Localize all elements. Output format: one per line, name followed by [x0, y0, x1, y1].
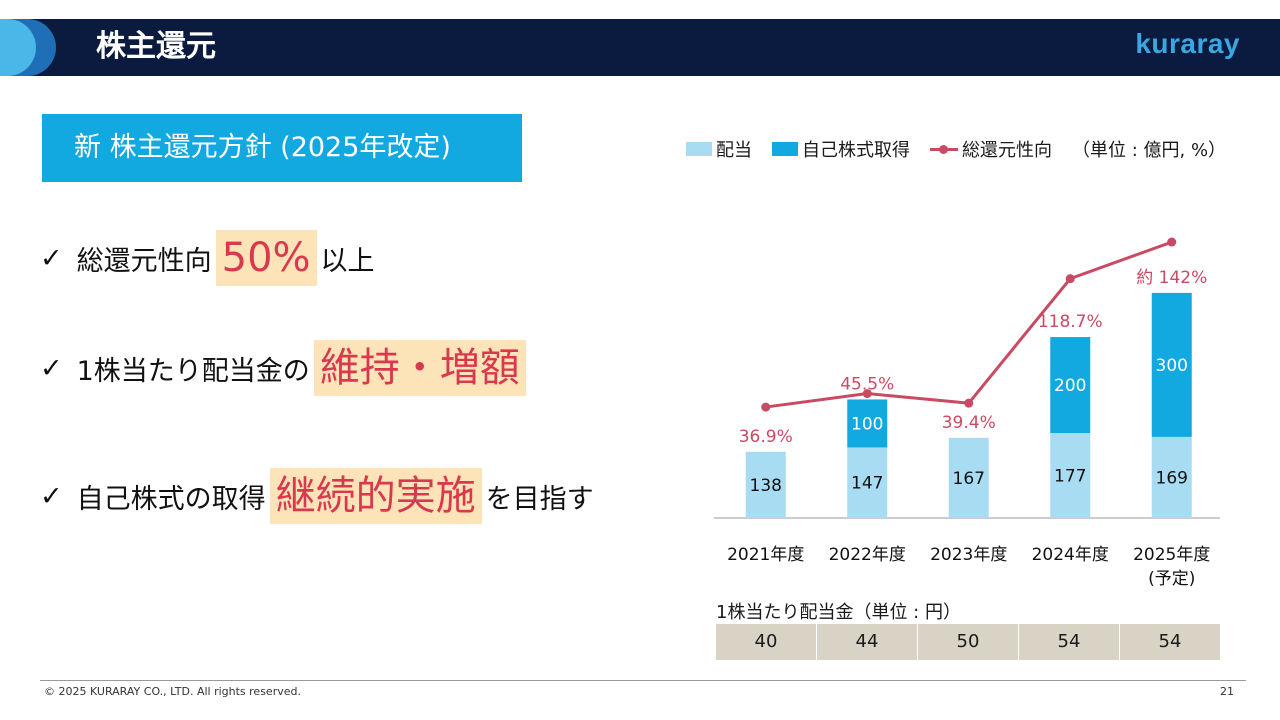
payout-ratio-point — [761, 402, 771, 412]
dps-cell: 44 — [817, 624, 918, 660]
payout-ratio-label: 約 142% — [1136, 268, 1207, 288]
page-number: 21 — [1220, 685, 1234, 698]
x-tick-label: 2022年度 — [829, 545, 906, 565]
x-tick-label: 2021年度 — [727, 545, 804, 565]
bar-buyback-label: 300 — [1156, 356, 1188, 376]
check-icon: ✓ — [40, 242, 63, 274]
bar-dividend-label: 138 — [750, 476, 782, 496]
bullet-highlight: 維持・増額 — [313, 340, 526, 396]
bar-buyback — [1151, 292, 1192, 437]
policy-title-box: 新 株主還元方針 (2025年改定) — [42, 114, 522, 182]
bar-buyback-label: 200 — [1054, 376, 1086, 396]
legend-dividend-label: 配当 — [716, 140, 752, 161]
bullet-text: 総還元性向 — [76, 245, 212, 277]
legend-buyback-label: 自己株式取得 — [802, 140, 910, 161]
header-bar: 株主還元 — [0, 19, 1280, 76]
bar-dividend — [1050, 433, 1091, 518]
payout-ratio-label: 36.9% — [739, 427, 793, 447]
payout-ratio-point — [1065, 274, 1075, 284]
dps-cell: 54 — [1120, 624, 1220, 660]
copyright: © 2025 KURARAY CO., LTD. All rights rese… — [44, 685, 301, 698]
dps-table: 40 44 50 54 54 — [716, 624, 1220, 660]
chart-legend: 配当 自己株式取得 総還元性向 （単位 : 億円, %） — [686, 136, 1226, 162]
legend-buyback-swatch — [772, 142, 798, 156]
bullet-text: 1株当たり配当金の — [76, 355, 310, 387]
legend-dividend-swatch — [686, 142, 712, 156]
bar-dividend — [847, 447, 888, 518]
bullet-text-suffix: 以上 — [320, 245, 375, 277]
bullet-text-suffix: を目指す — [485, 483, 594, 515]
check-icon: ✓ — [40, 352, 63, 384]
check-icon: ✓ — [40, 480, 63, 512]
bar-buyback — [847, 399, 888, 448]
bullet-highlight: 継続的実施 — [269, 468, 482, 524]
payout-ratio-line — [765, 240, 1173, 409]
bar-buyback-label: 100 — [851, 414, 883, 434]
dps-title: 1株当たり配当金（単位 : 円） — [716, 602, 961, 623]
bar-dividend-label: 169 — [1156, 468, 1188, 488]
legend-payout-label: 総還元性向 — [962, 140, 1052, 161]
legend-payout: 総還元性向 — [930, 136, 1052, 162]
payout-ratio-label: 39.4% — [942, 413, 996, 433]
payout-ratio-point — [1167, 237, 1177, 247]
legend-payout-line-icon — [930, 142, 958, 156]
legend-dividend: 配当 — [686, 136, 752, 162]
bar-dividend — [1151, 436, 1192, 518]
bullet-highlight: 50% — [215, 230, 317, 286]
bullet-dividend: ✓ 1株当たり配当金の 維持・増額 — [40, 340, 530, 396]
dps-cell: 40 — [716, 624, 817, 660]
x-tick-sublabel: (予定) — [1148, 569, 1195, 589]
bar-dividend-label: 177 — [1054, 467, 1086, 487]
payout-ratio-point — [964, 398, 974, 408]
shareholder-return-chart: 138 2021年度 36.9% 147 100 2022年度 45.5% 167 2023年度… — [714, 237, 1220, 589]
payout-ratio-label: 118.7% — [1038, 312, 1103, 332]
x-tick-label: 2023年度 — [930, 545, 1007, 565]
footer-divider — [40, 680, 1246, 681]
legend-buyback: 自己株式取得 — [772, 136, 910, 162]
kuraray-logo: kuraray — [1135, 28, 1240, 59]
bar-dividend-label: 167 — [953, 469, 985, 489]
x-tick-label: 2024年度 — [1032, 545, 1109, 565]
payout-ratio-label: 45.5% — [840, 374, 894, 394]
bullet-buyback: ✓ 自己株式の取得 継続的実施 を目指す — [40, 468, 594, 524]
payout-ratio-point — [862, 389, 872, 399]
bar-dividend — [948, 437, 989, 518]
legend-unit: （単位 : 億円, %） — [1072, 140, 1227, 161]
dps-cell: 54 — [1019, 624, 1120, 660]
bullet-payout-ratio: ✓ 総還元性向 50% 以上 — [40, 230, 375, 286]
bar-dividend — [745, 451, 786, 518]
bar-buyback — [1050, 337, 1091, 434]
bar-dividend-label: 147 — [851, 474, 883, 494]
page-title: 株主還元 — [96, 29, 216, 64]
x-tick-label: 2025年度 — [1133, 545, 1210, 565]
bullet-text: 自己株式の取得 — [76, 483, 266, 515]
dps-cell: 50 — [918, 624, 1019, 660]
